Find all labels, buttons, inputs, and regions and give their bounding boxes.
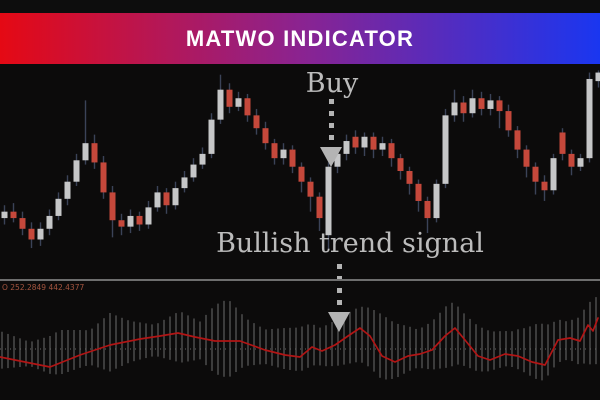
top-black-strip: [0, 0, 600, 13]
panel-divider: [0, 279, 600, 281]
buy-label: Buy: [305, 68, 359, 99]
bullish-trend-signal-label: Bullish trend signal: [216, 228, 484, 259]
header-banner: MATWO INDICATOR: [0, 13, 600, 64]
bullish-signal-arrow-icon: [328, 264, 350, 332]
header-title: MATWO INDICATOR: [185, 25, 415, 51]
buy-arrow-icon: [320, 99, 342, 167]
indicator-values-label: O 252.2849 442.4377: [2, 283, 85, 292]
